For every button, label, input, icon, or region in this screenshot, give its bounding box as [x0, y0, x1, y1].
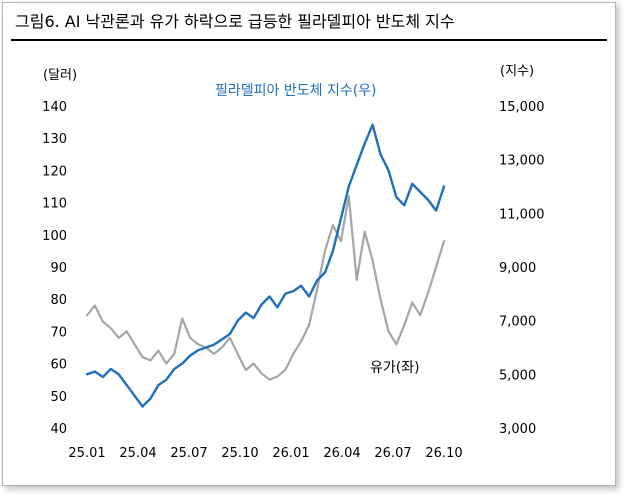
legend-oil: 유가(좌)	[370, 360, 420, 376]
y-left-tick-label: 60	[50, 358, 67, 373]
y-right-tick-label: 15,000	[499, 100, 545, 115]
axes: 140 130 120 110 100 90 80 70 60 50 40 15,000 13,000 1…	[42, 100, 544, 461]
y-left-tick-label: 50	[50, 390, 67, 405]
y-left-tick-label: 100	[42, 229, 67, 244]
x-tick-label: 26.04	[323, 446, 360, 461]
series	[85, 123, 446, 408]
x-tick-label: 25.10	[221, 446, 258, 461]
y-left-tick-label: 80	[50, 293, 67, 308]
legend-semiconductor: 필라델피아 반도체 지수(우)	[215, 83, 377, 99]
y-right-tick-label: 7,000	[499, 315, 536, 330]
y-right-tick-label: 11,000	[499, 207, 545, 222]
x-tick-label: 25.01	[68, 446, 105, 461]
y-left-tick-label: 90	[50, 261, 67, 276]
x-tick-label: 26.07	[374, 446, 411, 461]
y-left-tick-label: 120	[42, 164, 67, 179]
x-tick-label: 25.04	[119, 446, 156, 461]
chart-svg: 그림6. AI 낙관론과 유가 하락으로 급등한 필라델피아 반도체 지수 (달…	[11, 12, 607, 461]
y-right-tick-label: 13,000	[499, 154, 545, 169]
x-tick-label: 25.07	[170, 446, 207, 461]
y-left-tick-label: 70	[50, 325, 67, 340]
left-axis-unit: (달러)	[43, 68, 77, 83]
y-right-tick-label: 3,000	[499, 422, 536, 437]
y-right-tick-label: 9,000	[499, 261, 536, 276]
oil-price-line	[85, 195, 446, 381]
y-left-tick-label: 140	[42, 100, 67, 115]
right-axis-unit: (지수)	[500, 64, 534, 79]
y-left-tick-label: 110	[42, 197, 67, 212]
x-tick-label: 26.10	[425, 446, 462, 461]
y-left-tick-label: 130	[42, 132, 67, 147]
y-left-tick-label: 40	[50, 422, 67, 437]
figure-frame: 그림6. AI 낙관론과 유가 하락으로 급등한 필라델피아 반도체 지수 (달…	[2, 2, 616, 486]
y-right-tick-label: 5,000	[499, 368, 536, 383]
semiconductor-index-line	[85, 123, 446, 408]
x-tick-label: 26.01	[272, 446, 309, 461]
figure-title: 그림6. AI 낙관론과 유가 하락으로 급등한 필라델피아 반도체 지수	[15, 12, 455, 31]
